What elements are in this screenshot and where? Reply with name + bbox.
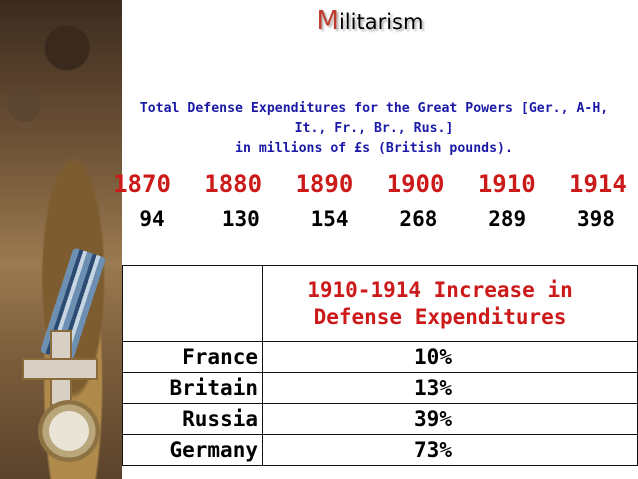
year-label: 1890 xyxy=(295,170,354,198)
background-photo xyxy=(0,0,122,479)
expenditure-value: 154 xyxy=(310,207,349,231)
year-label: 1900 xyxy=(386,170,445,198)
year-row: 1870 1880 1890 1900 1910 1914 xyxy=(112,170,638,198)
medal-cross-icon xyxy=(22,330,98,406)
table-header-row: 1910-1914 Increase in Defense Expenditur… xyxy=(122,265,638,342)
expenditure-value: 130 xyxy=(221,207,260,231)
country-cell: Russia xyxy=(122,403,263,435)
subtitle-line-3: in millions of £s (British pounds). xyxy=(235,141,513,156)
subtitle-line-1: Total Defense Expenditures for the Great… xyxy=(139,101,609,116)
title-rest: ilitarism xyxy=(338,10,424,34)
year-label: 1914 xyxy=(569,170,627,198)
expenditure-value: 289 xyxy=(488,207,527,231)
increase-table: 1910-1914 Increase in Defense Expenditur… xyxy=(122,265,638,466)
subtitle-line-2: It., Fr., Br., Rus.] xyxy=(294,121,454,136)
table-row: Britain 13% xyxy=(122,372,638,404)
year-label: 1880 xyxy=(204,170,263,198)
header-line-1: 1910-1914 Increase in xyxy=(307,277,573,302)
value-row: 94 130 154 268 289 398 xyxy=(112,207,638,231)
header-empty-cell xyxy=(122,265,263,342)
country-cell: Germany xyxy=(122,434,263,466)
table-row: France 10% xyxy=(122,341,638,373)
slide-title: Militarism xyxy=(300,6,440,36)
percent-cell: 13% xyxy=(262,372,638,404)
compass-icon xyxy=(38,400,100,462)
country-cell: Britain xyxy=(122,372,263,404)
country-cell: France xyxy=(122,341,263,373)
header-label: 1910-1914 Increase in Defense Expenditur… xyxy=(262,265,638,342)
table-row: Russia 39% xyxy=(122,403,638,435)
expenditure-value: 268 xyxy=(399,207,438,231)
subtitle: Total Defense Expenditures for the Great… xyxy=(118,99,630,159)
header-line-2: Defense Expenditures xyxy=(313,304,567,329)
table-row: Germany 73% xyxy=(122,434,638,466)
percent-cell: 10% xyxy=(262,341,638,373)
expenditure-value: 398 xyxy=(577,207,615,231)
percent-cell: 39% xyxy=(262,403,638,435)
title-first-letter: M xyxy=(316,6,339,36)
year-label: 1870 xyxy=(113,170,171,198)
expenditure-value: 94 xyxy=(139,207,165,231)
year-label: 1910 xyxy=(477,170,536,198)
percent-cell: 73% xyxy=(262,434,638,466)
